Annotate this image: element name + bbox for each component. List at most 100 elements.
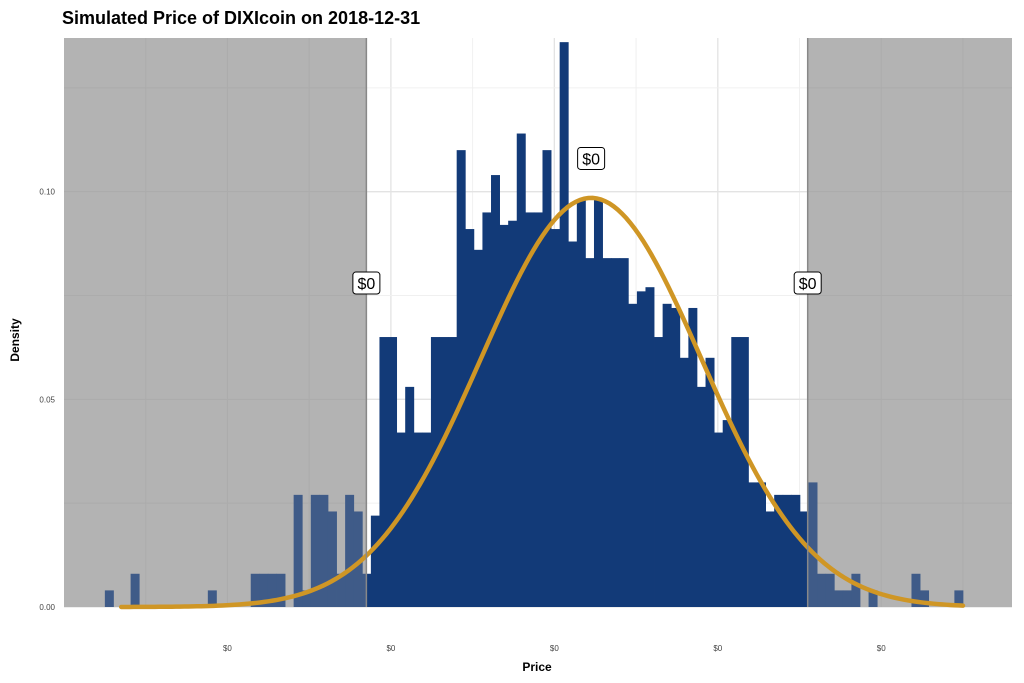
price-callout-box [352,271,381,295]
histogram-bar [533,212,543,607]
x-tick-label: $0 [386,644,395,653]
histogram-bar [499,224,509,607]
histogram-bar [920,590,930,607]
density-curve-layer [118,195,966,610]
histogram-bar [868,590,878,607]
histogram-bar [353,511,363,607]
histogram-bar [542,150,552,607]
y-axis-ticks: 0.00 0.05 0.10 [39,188,55,612]
histogram-bar [585,258,595,607]
histogram-bar [491,175,500,607]
histogram-bar [739,337,749,607]
histogram-bar [422,432,432,607]
histogram-bar [696,386,706,607]
shade-overlay-right [807,38,1012,607]
y-tick-label: 0.05 [39,395,55,404]
histogram-bar [370,515,380,607]
chart-title: Simulated Price of DIXIcoin on 2018-12-3… [62,8,420,28]
x-tick-label: $0 [223,644,232,653]
price-callout: $0 [352,271,381,295]
histogram-bar [551,229,561,608]
y-tick-label: 0.00 [39,603,55,612]
histogram-bar [688,307,698,607]
x-tick-label: $0 [877,644,886,653]
histogram-bar [679,357,689,607]
price-callouts: $0 $0 $0 [352,146,822,295]
histogram-bar [430,337,440,607]
histogram-bar [327,511,337,607]
y-tick-label: 0.10 [39,188,55,197]
x-axis-ticks: $0 $0 $0 $0 $0 [223,644,886,653]
histogram-bar [714,432,724,607]
histogram-bar [842,590,852,607]
histogram-bar [568,241,578,607]
histogram-bar [448,337,458,607]
histogram-bar [516,133,526,607]
histogram-bar [774,494,784,607]
histogram-bar [207,590,217,607]
histogram-bar [757,482,766,607]
histogram-bar [302,590,312,607]
histogram-bar [911,573,921,607]
histogram-bars [104,42,964,608]
histogram-bar [834,590,844,607]
x-tick-label: $0 [713,644,722,653]
histogram-bar [293,494,303,607]
histogram-bar [636,291,646,607]
price-callout-box [793,271,822,295]
price-callout: $0 [793,271,822,295]
histogram-bar [473,249,483,607]
histogram-bar [808,482,818,607]
histogram-bar [319,494,329,607]
histogram-bar [654,337,664,607]
histogram-bar [250,573,260,607]
shade-overlay-left [64,38,367,607]
histogram-bar [456,150,466,607]
histogram-bar [559,42,569,607]
histogram-bar [851,573,861,607]
histogram-bar [645,287,655,607]
histogram-bar [782,494,792,607]
histogram-bar [465,229,475,608]
histogram-bar [267,573,277,607]
histogram-bar [731,337,741,607]
histogram-bar [525,212,535,607]
histogram-bar [508,220,518,608]
histogram-bar [482,212,492,607]
histogram-bar [628,303,638,607]
x-tick-label: $0 [550,644,559,653]
price-callout-label: $0 [582,151,600,168]
price-callout-box [577,146,606,170]
histogram-bar [130,573,140,607]
histogram-bar [817,573,827,607]
histogram-bar [611,258,621,607]
histogram-bar [396,432,406,607]
histogram-bar [576,199,586,608]
histogram-bar [593,199,603,608]
histogram-bar [825,573,835,607]
histogram-bar [705,357,715,607]
histogram-bar [310,494,320,607]
histogram-bar [954,590,964,607]
histogram-bar [748,482,758,607]
shade-right [807,38,1012,607]
histogram-bar [276,573,286,607]
histogram-bar [259,573,269,607]
histogram-bar [379,337,389,607]
shaded-tail-overlay [64,38,1012,607]
histogram-bar [345,494,355,607]
x-axis-title: Price [522,660,552,674]
histogram-bar [791,494,801,607]
price-callout-label: $0 [799,276,817,293]
density-curve [118,195,966,610]
price-callout-label: $0 [357,276,375,293]
histogram-bar [388,337,398,607]
histogram-bar [104,590,114,607]
histogram-bar [722,420,732,607]
histogram-bar [671,307,681,607]
histogram-bar [619,258,629,607]
interval-guide-lines [365,38,809,607]
histogram-bar [413,432,423,607]
histogram-bar [765,511,775,607]
